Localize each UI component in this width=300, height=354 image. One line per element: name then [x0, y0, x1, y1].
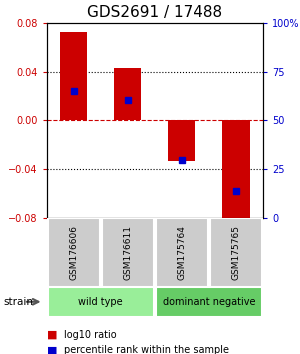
Text: dominant negative: dominant negative [163, 297, 255, 307]
Text: percentile rank within the sample: percentile rank within the sample [64, 346, 230, 354]
Bar [48, 218, 100, 287]
Title: GDS2691 / 17488: GDS2691 / 17488 [87, 5, 222, 21]
Bar [156, 218, 208, 287]
Text: ■: ■ [46, 330, 57, 339]
Text: ■: ■ [46, 346, 57, 354]
Text: GSM175765: GSM175765 [232, 225, 241, 280]
Text: GSM176606: GSM176606 [69, 225, 78, 280]
Bar [48, 287, 154, 317]
Bar [156, 287, 262, 317]
Text: log10 ratio: log10 ratio [64, 330, 117, 339]
Bar [102, 218, 154, 287]
Bar [114, 68, 141, 120]
Bar [168, 120, 195, 160]
Text: GSM176611: GSM176611 [123, 225, 132, 280]
Bar [60, 32, 87, 120]
Text: GSM175764: GSM175764 [177, 225, 186, 280]
Bar [223, 120, 250, 220]
Text: strain: strain [3, 297, 33, 307]
Text: wild type: wild type [78, 297, 123, 307]
Bar [210, 218, 262, 287]
